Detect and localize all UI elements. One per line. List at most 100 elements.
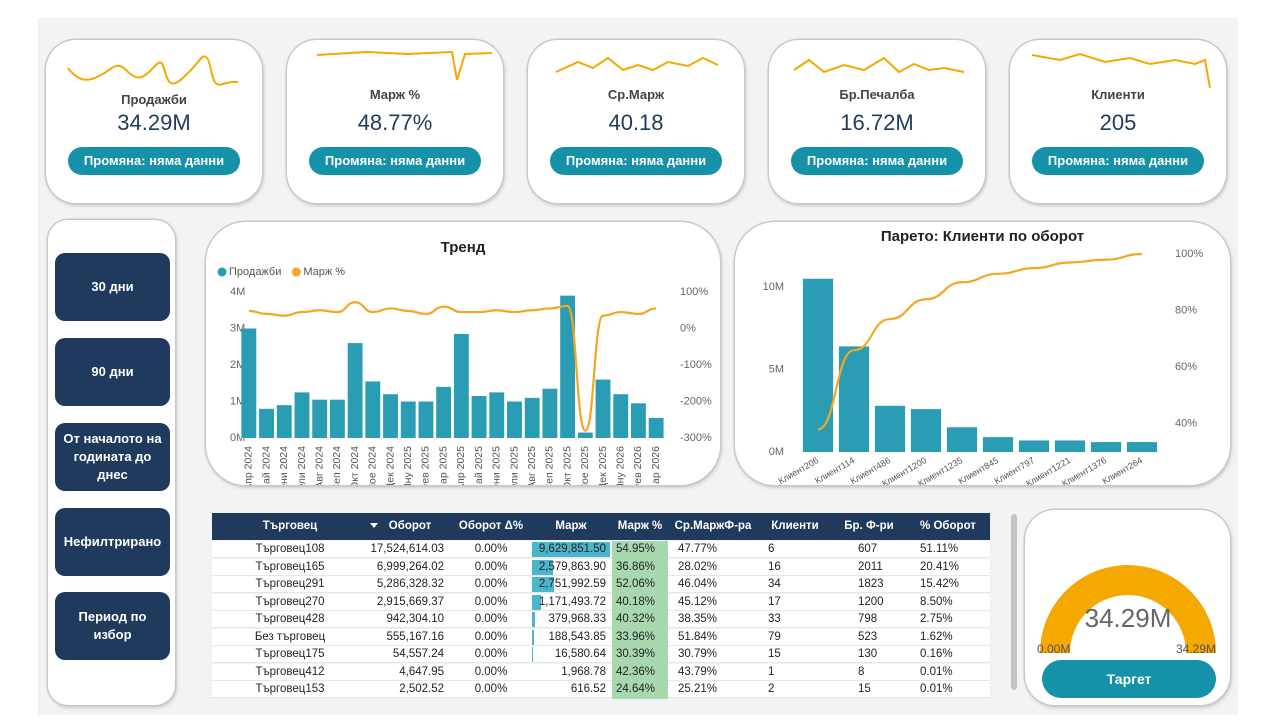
data-bar	[532, 559, 553, 575]
kpi-title: Ср.Марж	[607, 87, 665, 102]
x-tick-label: Апр 2024	[243, 446, 255, 485]
sparkline	[316, 50, 493, 81]
chart-card: Тренд 0M 1M 2M 3M 4M 100% 0% -100% -200% -300% Апр …	[206, 222, 720, 485]
table-cell: 15	[768, 648, 781, 660]
table-cell: Търговец412	[255, 665, 325, 678]
table-cell: 28.02%	[678, 560, 718, 573]
bar	[910, 409, 942, 452]
table-cell: 6	[768, 543, 775, 555]
scrollbar[interactable]	[1011, 514, 1017, 690]
table-cell: 0.00%	[474, 630, 508, 643]
sparkline-path	[793, 56, 965, 74]
table-cell: 2,915,669.37	[376, 595, 444, 608]
table-header: Клиенти	[758, 513, 832, 540]
table-cell: 30.39%	[616, 648, 656, 660]
bar	[874, 405, 906, 452]
x-tick-label: Юни 2024	[278, 446, 290, 485]
gauge-arc	[1040, 565, 1216, 653]
table-cell: 0.00%	[474, 683, 508, 695]
target-button[interactable]: Таргет	[1042, 660, 1216, 698]
kpi-value: 34.29M	[117, 110, 191, 135]
bar	[631, 403, 646, 438]
table-cell: 46.04%	[678, 578, 718, 590]
table-cell: 0.00%	[474, 578, 508, 590]
x-tick-label: Апр 2025	[455, 446, 467, 485]
filter-button[interactable]: Период по избор	[55, 592, 170, 660]
table-cell: 54,557.24	[392, 648, 444, 660]
y2-tick-label: 100%	[1175, 248, 1203, 260]
bar	[259, 408, 274, 438]
table-cell: 45.12%	[678, 595, 718, 608]
table-cell: 130	[858, 648, 878, 660]
bar	[982, 437, 1014, 452]
filter-button[interactable]: 90 дни	[55, 338, 170, 406]
table-cell: 24.64%	[616, 683, 656, 695]
margin-pct-bg	[612, 541, 668, 559]
table-row-bg	[212, 628, 990, 646]
table-cell: 2,579,863.90	[538, 560, 606, 573]
data-bar	[532, 577, 555, 592]
x-tick-label: Май 2024	[260, 446, 272, 485]
y2-tick-label: 100%	[680, 286, 708, 298]
y-tick-label: 0M	[769, 446, 784, 458]
margin-pct-bg	[612, 663, 668, 681]
kpi-badge: Промяна: няма данни	[68, 147, 240, 175]
filter-button[interactable]: 30 дни	[55, 253, 170, 321]
table-row-bg	[212, 646, 990, 663]
table-header: Марж %	[612, 513, 668, 540]
table-cell: Търговец153	[255, 683, 325, 695]
filter-button[interactable]: Нефилтрирано	[55, 508, 170, 576]
table-cell: 0.00%	[474, 595, 508, 608]
table-cell: 942,304.10	[386, 613, 444, 625]
kpi-title: Продажби	[121, 92, 187, 107]
margin-pct-bg	[612, 611, 668, 629]
sparkline-path	[555, 56, 719, 73]
x-tick-label: Ное 2024	[367, 446, 379, 485]
x-tick-label: Дек 2024	[384, 446, 396, 485]
x-tick-label: Окт 2024	[349, 446, 361, 485]
table-header[interactable]: Оборот	[368, 513, 452, 540]
y-tick-label: 5M	[769, 363, 784, 375]
bar	[489, 392, 505, 438]
sparkline-path	[67, 55, 239, 86]
legend-label: Марж %	[303, 266, 345, 278]
table-cell: 43.79%	[678, 665, 718, 678]
x-tick-label: Сеп 2024	[331, 446, 343, 485]
table-cell: 2,502.52	[399, 683, 444, 695]
kpi-card: Бр.Печалба 16.72M Промяна: няма данни	[769, 40, 985, 203]
sort-icon[interactable]	[370, 523, 378, 528]
table-cell: Търговец165	[255, 560, 325, 573]
kpi-title: Бр.Печалба	[839, 87, 915, 102]
table-cell: 17,524,614.03	[370, 543, 444, 555]
table-cell: 798	[858, 613, 878, 625]
table-cell: 15.42%	[920, 578, 960, 590]
legend-marker	[217, 267, 227, 277]
table-cell: 616.52	[570, 683, 606, 695]
x-tick-label: Мар 2025	[437, 446, 449, 485]
x-tick-label: Юли 2025	[508, 446, 520, 485]
table-header: Ср.МаржФ-ра	[668, 513, 758, 540]
bar	[471, 396, 487, 438]
table-cell: 0.00%	[474, 560, 508, 573]
kpi-card: Клиенти 205 Промяна: няма данни	[1010, 40, 1226, 203]
line	[248, 301, 657, 432]
y2-tick-label: 40%	[1175, 418, 1197, 430]
margin-pct-bg	[612, 628, 668, 646]
bar	[312, 399, 328, 438]
x-tick-label: Май 2025	[473, 446, 485, 485]
table-cell: 51.84%	[678, 630, 718, 643]
x-tick-label: Юли 2024	[296, 446, 308, 485]
bar	[560, 295, 576, 438]
legend-label: Продажби	[229, 266, 281, 278]
kpi-badge: Промяна: няма данни	[309, 147, 481, 175]
bar	[595, 379, 611, 438]
filter-button[interactable]: От началото на годината до днес	[55, 423, 170, 491]
kpi-card: Ср.Марж 40.18 Промяна: няма данни	[528, 40, 744, 203]
bar	[436, 386, 452, 438]
table-cell: 1.62%	[920, 630, 953, 643]
kpi-badge: Промяна: няма данни	[791, 147, 963, 175]
table-cell: 16	[768, 560, 781, 573]
table-cell: 4,647.95	[399, 665, 444, 678]
table-cell: 79	[768, 630, 781, 643]
